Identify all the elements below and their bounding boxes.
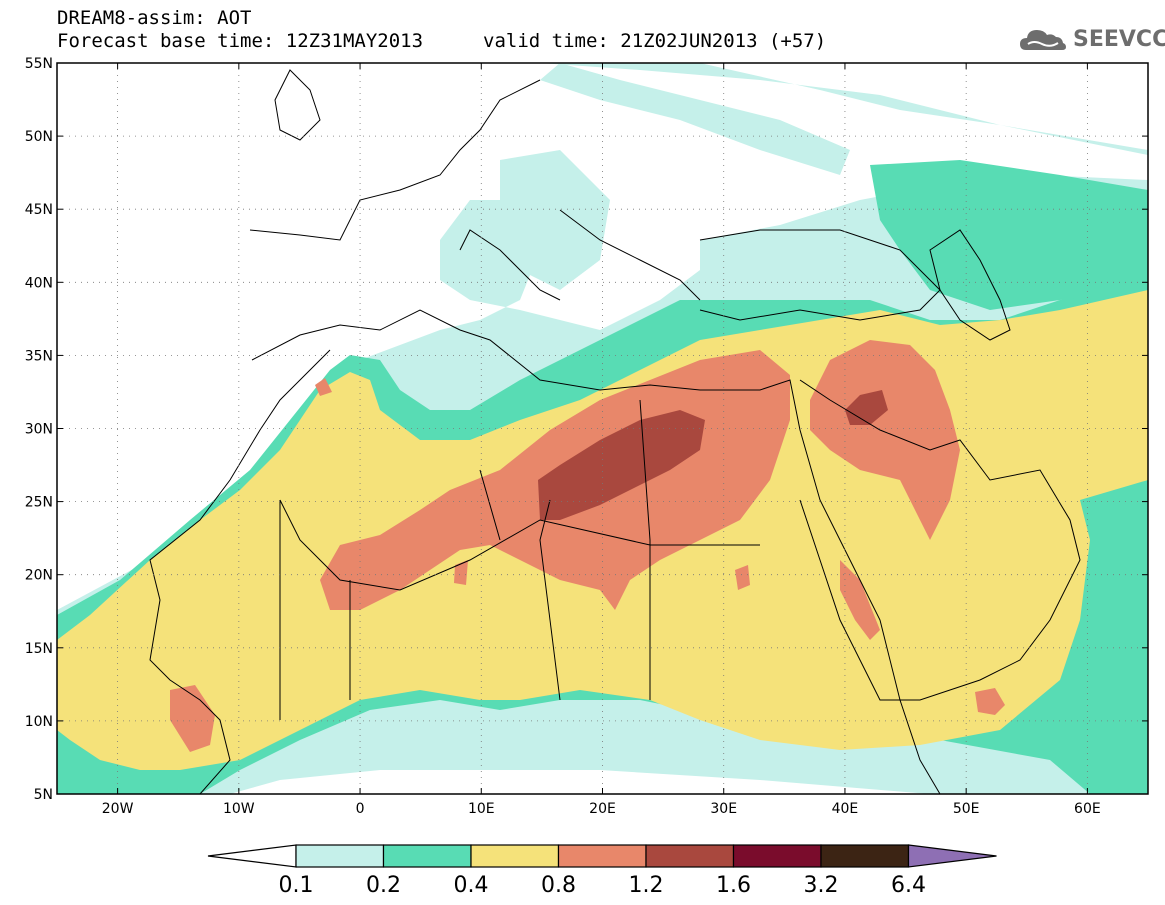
aot-band-0.1-east [700, 225, 900, 310]
colorbar-label: 0.8 [541, 873, 576, 898]
colorbar-swatch [645, 844, 735, 868]
lon-tick-label: 20E [589, 801, 616, 817]
lat-tick-label: 15N [25, 641, 53, 657]
colorbar-label: 1.6 [716, 873, 751, 898]
lon-tick-label: 60E [1074, 801, 1101, 817]
aot-contours [57, 63, 1148, 794]
aot-band-1.2 [538, 410, 705, 520]
colorbar-swatch [557, 844, 647, 868]
lat-tick-label: 10N [25, 714, 53, 730]
logo-text: SEEVCCC [1073, 27, 1165, 52]
colorbar-swatch [470, 844, 560, 868]
colorbar-swatch [382, 844, 472, 868]
colorbar-label: 0.2 [366, 873, 401, 898]
map-title: DREAM8-assim: AOT [57, 7, 252, 29]
forecast-base-time: Forecast base time: 12Z31MAY2013 [57, 30, 424, 52]
lon-tick-label: 10W [223, 801, 255, 817]
lat-tick-label: 35N [25, 348, 53, 364]
lat-tick-label: 50N [25, 129, 53, 145]
lon-tick-label: 0 [356, 801, 365, 817]
lon-tick-label: 40E [832, 801, 859, 817]
aot-band-0.1-adriatic [500, 150, 610, 290]
lat-tick-label: 20N [25, 568, 53, 584]
coastline-arabia [799, 379, 1081, 701]
aot-band-0.8-arabia [810, 340, 960, 540]
aot-band-0.8-atlas [315, 378, 332, 396]
aot-band-0.2-caspian [870, 160, 1148, 310]
lon-tick-label: 50E [953, 801, 980, 817]
lat-tick-label: 55N [25, 56, 53, 72]
valid-time: valid time: 21Z02JUN2013 (+57) [483, 30, 827, 52]
aot-band-0.8-redsea [840, 560, 880, 640]
colorbar-swatch [732, 844, 822, 868]
aot-band-1.2-iraq [845, 390, 888, 425]
coastline-uk [274, 69, 321, 141]
colorbar-label: 0.4 [454, 873, 489, 898]
coastline-caspian [929, 229, 1011, 341]
aot-band-0.8-somalia [975, 688, 1005, 715]
colorbar-over-triangle [907, 844, 997, 868]
lon-tick-label: 10E [468, 801, 495, 817]
colorbar-under-triangle [207, 844, 297, 868]
colorbar-swatch [295, 844, 385, 868]
lat-tick-label: 5N [34, 787, 53, 803]
cloud-icon [1020, 30, 1066, 50]
lat-tick-label: 40N [25, 275, 53, 291]
aot-band-0.8-spot1 [735, 565, 750, 590]
lat-tick-label: 30N [25, 422, 53, 438]
colorbar-label: 3.2 [804, 873, 839, 898]
lon-tick-label: 30E [710, 801, 737, 817]
lon-tick-label: 20W [102, 801, 134, 817]
lat-tick-label: 25N [25, 495, 53, 511]
aot-band-0.8-west [170, 685, 215, 752]
axis-ticks: 20W 10W 0 10E 20E 30E 40E 50E 60E 5N 10N 15N 20N 25N 3… [25, 56, 1148, 817]
colorbar-label: 6.4 [891, 873, 926, 898]
coastline-europe [249, 79, 941, 321]
coastline-africa [149, 309, 941, 794]
colorbar-label: 1.2 [629, 873, 664, 898]
aot-band-0.1-north [540, 63, 850, 175]
colorbar-swatch [820, 844, 910, 868]
colorbar: 0.1 0.2 0.4 0.8 1.2 1.6 3.2 6.4 [207, 844, 997, 898]
aot-band-0.8-spot2 [454, 560, 468, 585]
colorbar-label: 0.1 [279, 873, 314, 898]
lat-tick-label: 45N [25, 202, 53, 218]
